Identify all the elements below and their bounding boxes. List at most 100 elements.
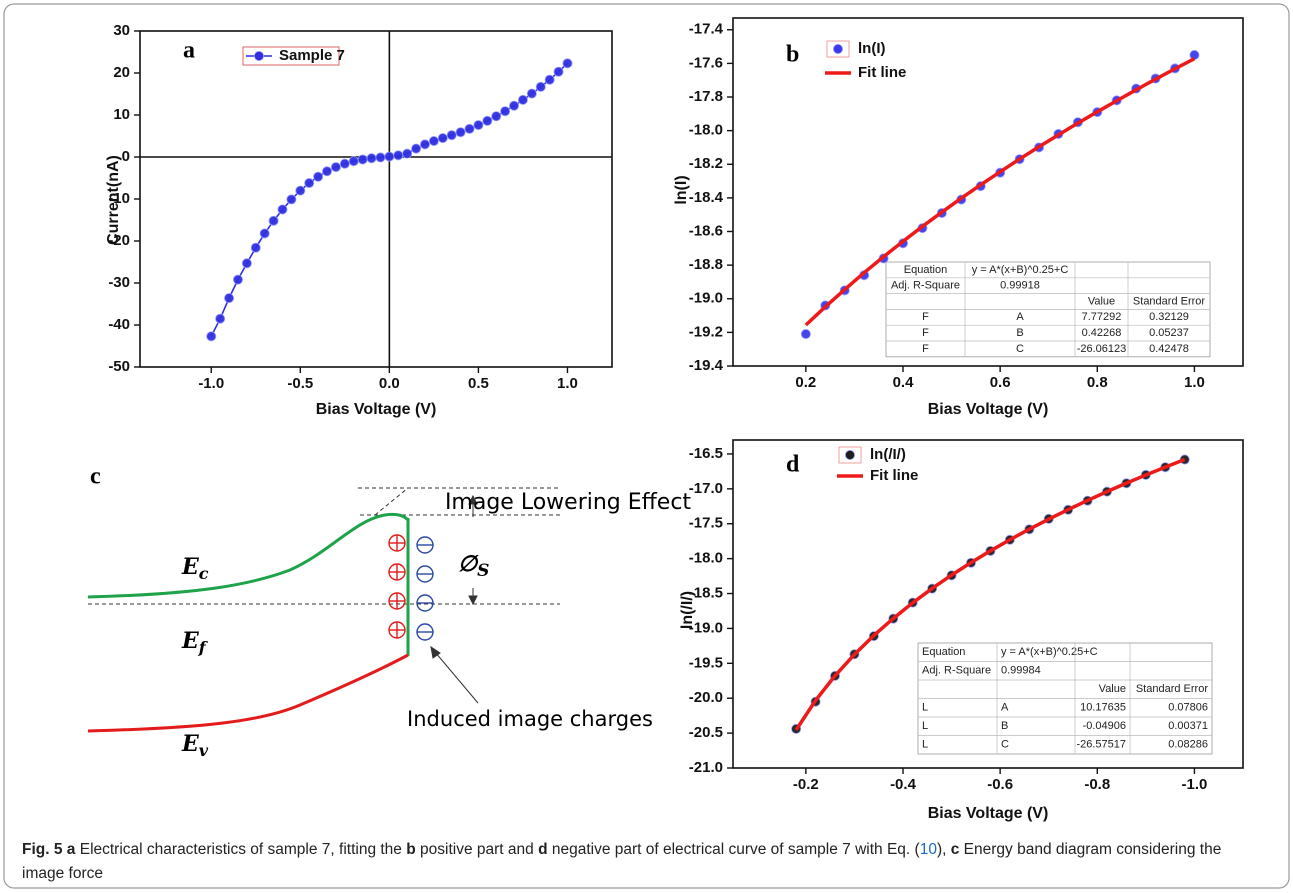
marker xyxy=(224,293,235,304)
table-cell: F xyxy=(922,327,929,339)
band-label: Ec xyxy=(181,554,209,583)
marker xyxy=(232,274,243,285)
x-tick-label: 0.2 xyxy=(795,374,816,391)
x-tick-label: 1.0 xyxy=(557,375,578,392)
symbol: E xyxy=(181,731,200,757)
legend-box xyxy=(242,46,340,66)
y-tick-label: -21.0 xyxy=(689,759,723,776)
table-cell: B xyxy=(1016,327,1023,339)
x-tick-label: 0.6 xyxy=(990,374,1011,391)
y-tick-label: -20.5 xyxy=(689,724,723,741)
y-tick-label: -18.2 xyxy=(689,155,723,172)
y-tick-label: -19.0 xyxy=(689,290,723,307)
frame xyxy=(3,3,1290,889)
table-cell: C xyxy=(1016,343,1024,355)
table-cell: A xyxy=(1001,702,1009,714)
table-cell: Equation xyxy=(922,646,965,658)
table-cell: Value xyxy=(1099,683,1126,695)
marker xyxy=(464,123,475,134)
table-cell: C xyxy=(1001,739,1009,751)
table-cell: 0.05237 xyxy=(1149,327,1189,339)
caption-ref: 10 xyxy=(919,841,937,858)
legend-label: Sample 7 xyxy=(279,47,345,64)
positive-charges xyxy=(388,534,406,639)
plot-frame xyxy=(139,30,613,368)
table-cell: Adj. R-Square xyxy=(891,280,960,292)
marker xyxy=(446,130,457,141)
y-tick-label: -10 xyxy=(108,190,130,207)
subscript: c xyxy=(199,564,209,583)
y-tick-label: -20.0 xyxy=(689,689,723,706)
marker xyxy=(313,171,324,182)
marker xyxy=(277,204,288,215)
marker xyxy=(357,154,368,165)
band-label: Ef xyxy=(181,628,209,657)
table-cell: 0.42478 xyxy=(1149,343,1189,355)
y-tick-label: -19.5 xyxy=(689,654,723,671)
marker xyxy=(295,185,306,196)
y-tick-label: -16.5 xyxy=(689,445,723,462)
diagram: c Image Lowering Effect ∅S Ec Ef Ev xyxy=(87,464,691,760)
symbol: E xyxy=(181,554,200,580)
marker xyxy=(437,133,448,144)
y-tick-label: -17.8 xyxy=(689,88,723,105)
table-cell: 7.77292 xyxy=(1082,311,1122,323)
table-cell: Adj. R-Square xyxy=(922,665,991,677)
table-cell: -0.04906 xyxy=(1083,720,1126,732)
legend-label: ln(I) xyxy=(858,40,886,57)
table-cell: Standard Error xyxy=(1133,295,1205,307)
y-tick-label: -17.5 xyxy=(689,515,723,532)
marker xyxy=(517,94,528,105)
table-cell: Standard Error xyxy=(1136,683,1208,695)
marker xyxy=(455,127,466,138)
series-line xyxy=(794,457,1186,731)
x-axis-label: Bias Voltage (V) xyxy=(316,401,437,418)
y-tick-label: -18.5 xyxy=(689,585,723,602)
y-tick-label: -19.4 xyxy=(689,357,724,374)
x-tick-label: -0.5 xyxy=(287,375,313,392)
diagram-note: Induced image charges xyxy=(407,707,653,731)
y-axis-label: ln(I) xyxy=(673,175,690,204)
legend-label: Fit line xyxy=(858,64,906,81)
marker xyxy=(304,178,315,189)
marker xyxy=(419,139,430,150)
caption-part: c xyxy=(950,841,960,858)
x-tick-label: -0.6 xyxy=(987,776,1013,793)
legend-marker xyxy=(833,44,844,55)
y-tick-label: -30 xyxy=(108,274,130,291)
caption-label: Fig. 5 xyxy=(22,841,63,858)
y-tick-label: -20 xyxy=(108,232,130,249)
x-tick-label: -0.2 xyxy=(793,776,819,793)
y-tick-label: -19.0 xyxy=(689,619,723,636)
caption-part: Energy band diagram considering the imag… xyxy=(22,841,1222,882)
x-tick-label: -0.4 xyxy=(890,776,917,793)
legend-marker xyxy=(253,51,264,62)
x-tick-label: -1.0 xyxy=(198,375,224,392)
y-tick-label: 0 xyxy=(122,148,130,165)
x-tick-label: 0.0 xyxy=(379,375,400,392)
marker xyxy=(322,166,333,177)
table-cell: -26.57517 xyxy=(1076,739,1126,751)
caption-part: negative part of electrical curve of sam… xyxy=(547,841,920,858)
marker xyxy=(411,143,422,154)
marker xyxy=(500,106,511,117)
subscript: f xyxy=(198,638,209,657)
y-axis-label: ln(/I/) xyxy=(679,591,696,629)
dashed-line xyxy=(374,487,409,516)
y-tick-label: -40 xyxy=(108,316,130,333)
barrier-arrows xyxy=(430,494,479,704)
table-cell: F xyxy=(922,343,929,355)
marker xyxy=(402,148,413,159)
caption-part: ), xyxy=(936,841,951,858)
marker xyxy=(473,120,484,131)
table-cell: L xyxy=(922,739,928,751)
table-cell: -26.06123 xyxy=(1077,343,1127,355)
panel-label: b xyxy=(786,42,799,68)
marker xyxy=(366,153,377,164)
legend-marker xyxy=(845,449,856,460)
marker xyxy=(286,194,297,205)
table-cell: 0.32129 xyxy=(1149,311,1189,323)
marker xyxy=(393,150,404,161)
caption-part: positive part and xyxy=(415,841,539,858)
table-cell: y = A*(x+B)^0.25+C xyxy=(972,264,1069,276)
